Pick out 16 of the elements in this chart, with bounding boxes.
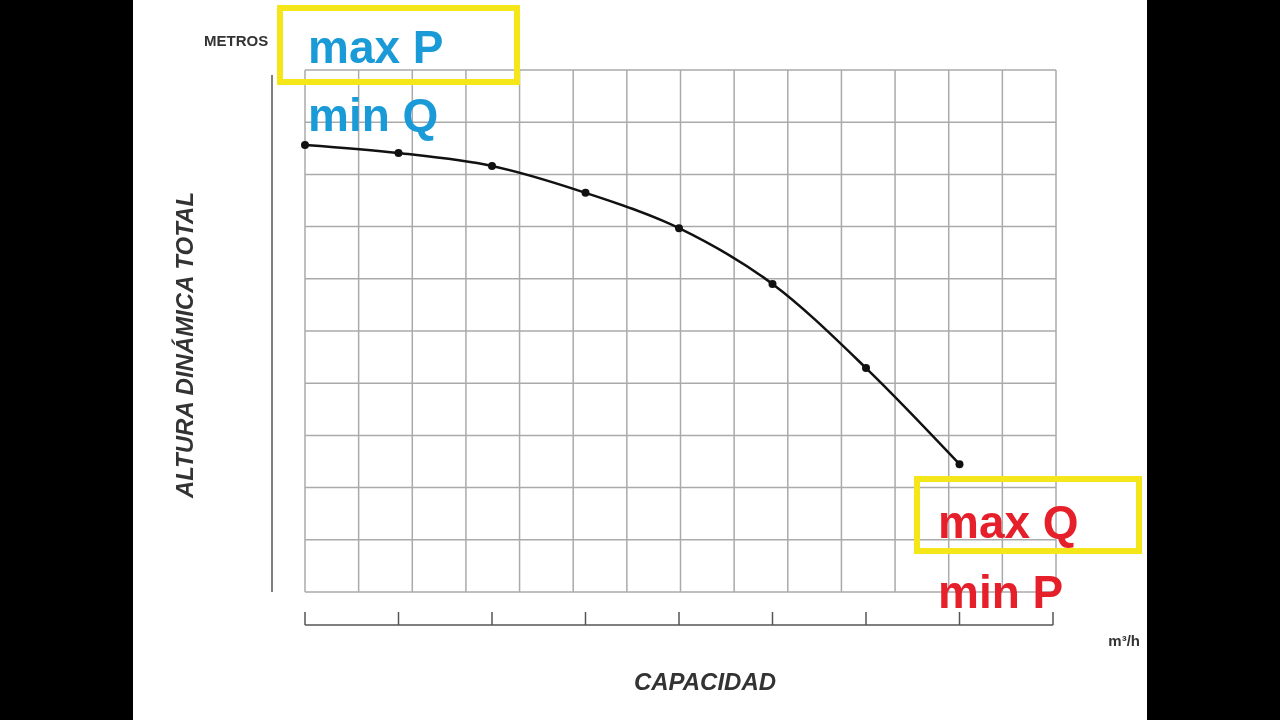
point <box>581 188 590 197</box>
point <box>768 280 777 289</box>
text: min Q <box>308 89 439 141</box>
annotation: max Q <box>938 496 1079 548</box>
text: max P <box>308 21 444 73</box>
text: m³/h <box>1108 632 1140 649</box>
point <box>488 162 496 171</box>
point <box>675 224 683 233</box>
annotation: min P <box>938 566 1064 618</box>
point <box>955 460 964 469</box>
point <box>301 141 309 149</box>
y-axis-title: ALTURA DINÁMICA TOTAL <box>171 191 198 500</box>
x-axis-title: CAPACIDAD <box>633 668 777 695</box>
point <box>394 149 403 158</box>
point <box>862 364 870 373</box>
text: METROS <box>204 32 269 49</box>
